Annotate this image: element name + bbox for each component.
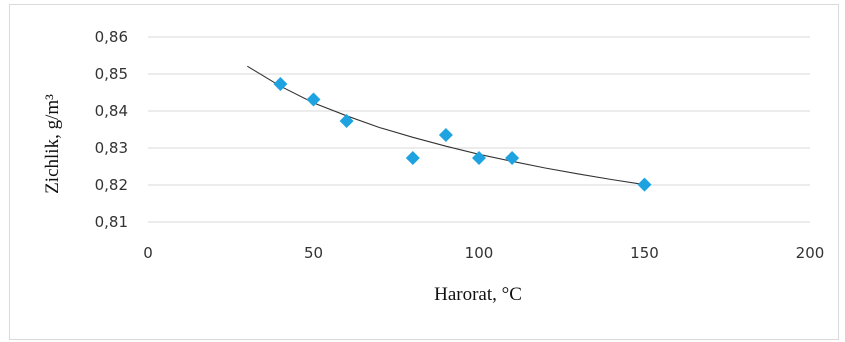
data-point <box>306 92 321 107</box>
y-tick-label: 0,84 <box>95 102 128 120</box>
y-tick-label: 0,83 <box>95 139 128 157</box>
x-axis-ticks: 0 50 100 150 200 <box>143 244 824 262</box>
x-tick-label: 100 <box>465 244 494 262</box>
y-tick-label: 0,81 <box>95 213 128 231</box>
data-point <box>472 150 486 165</box>
x-tick-label: 50 <box>304 244 323 262</box>
data-point <box>405 150 420 165</box>
data-point <box>273 76 288 91</box>
y-tick-label: 0,86 <box>95 28 128 46</box>
data-point <box>339 113 354 128</box>
gridlines <box>148 36 810 223</box>
data-point <box>505 150 520 165</box>
y-tick-label: 0,85 <box>95 65 128 83</box>
chart-frame <box>9 4 839 340</box>
y-axis-ticks: 0,81 0,82 0,83 0,84 0,85 0,86 <box>95 28 128 231</box>
data-point <box>438 128 453 143</box>
data-points <box>273 76 652 192</box>
y-axis-title: Zichlik, g/m³ <box>42 94 63 194</box>
y-tick-label: 0,82 <box>95 176 128 194</box>
x-tick-label: 150 <box>630 244 659 262</box>
x-tick-label: 200 <box>796 244 825 262</box>
x-tick-label: 0 <box>143 244 153 262</box>
data-point <box>637 177 652 192</box>
trendline <box>247 65 645 186</box>
trendline-layer <box>247 65 645 186</box>
x-axis-title: Harorat, °C <box>434 284 522 305</box>
